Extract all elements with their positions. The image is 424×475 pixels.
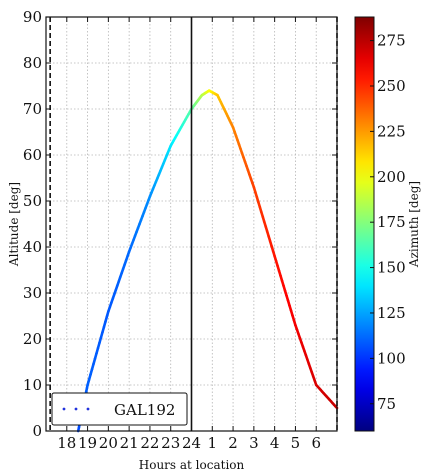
- colorbar-label: Azimuth [deg]: [407, 181, 421, 268]
- x-tick-label: 21: [120, 434, 139, 452]
- colorbar: 75 100 125 150 175 200 225 250 275 Azimuth [deg]: [354, 16, 421, 432]
- x-tick-label: 23: [161, 434, 180, 452]
- colorbar-tick-label: 100: [377, 349, 406, 367]
- colorbar-tick-label: 75: [377, 395, 396, 413]
- y-tick-label: 20: [23, 330, 42, 348]
- y-tick-label: 50: [23, 192, 42, 210]
- x-tick-label: 22: [140, 434, 159, 452]
- colorbar-tick-label: 275: [377, 32, 406, 50]
- y-axis-label: Altitude [deg]: [7, 182, 21, 267]
- x-tick-label: 19: [78, 434, 97, 452]
- y-tick-label: 60: [23, 146, 42, 164]
- legend-dot: [62, 407, 66, 411]
- x-tick-label: 1: [208, 434, 218, 452]
- legend: GAL192: [51, 392, 188, 426]
- grid-lines: [46, 17, 337, 431]
- y-tick-label: 0: [32, 422, 42, 440]
- y-tick-label: 10: [23, 376, 42, 394]
- y-tick-label: 90: [23, 8, 42, 26]
- y-tick-label: 80: [23, 54, 42, 72]
- x-tick-label: 6: [311, 434, 321, 452]
- x-tick-label: 18: [57, 434, 76, 452]
- y-tick-label: 40: [23, 238, 42, 256]
- x-tick-label: 2: [228, 434, 238, 452]
- x-axis-ticks: 18 19 20 21 22 23 24 1 2 3 4 5 6: [45, 17, 338, 452]
- x-tick-label: 3: [249, 434, 259, 452]
- y-tick-label: 70: [23, 100, 42, 118]
- colorbar-tick-label: 200: [377, 168, 406, 186]
- x-tick-label: 4: [270, 434, 280, 452]
- legend-dot: [86, 407, 90, 411]
- colorbar-tick-label: 150: [377, 259, 406, 277]
- colorbar-tick-label: 225: [377, 122, 406, 140]
- colorbar-tick-label: 250: [377, 77, 406, 95]
- colorbar-ticks: 75 100 125 150 175 200 225 250 275: [370, 32, 406, 413]
- y-axis-ticks: 0 10 20 30 40 50 60 70 80 90: [23, 8, 337, 440]
- legend-box: [51, 392, 188, 426]
- colorbar-gradient: [354, 16, 375, 432]
- legend-label: GAL192: [114, 401, 175, 419]
- y-tick-label: 30: [23, 284, 42, 302]
- colorbar-tick-label: 125: [377, 304, 406, 322]
- x-tick-label: 24: [182, 434, 201, 452]
- legend-marker-dots: [62, 407, 90, 411]
- altitude-curve: [76, 89, 339, 433]
- x-tick-label: 5: [291, 434, 301, 452]
- x-axis-label: Hours at location: [139, 458, 245, 472]
- x-tick-label: 20: [99, 434, 118, 452]
- colorbar-tick-label: 175: [377, 213, 406, 231]
- legend-dot: [74, 407, 78, 411]
